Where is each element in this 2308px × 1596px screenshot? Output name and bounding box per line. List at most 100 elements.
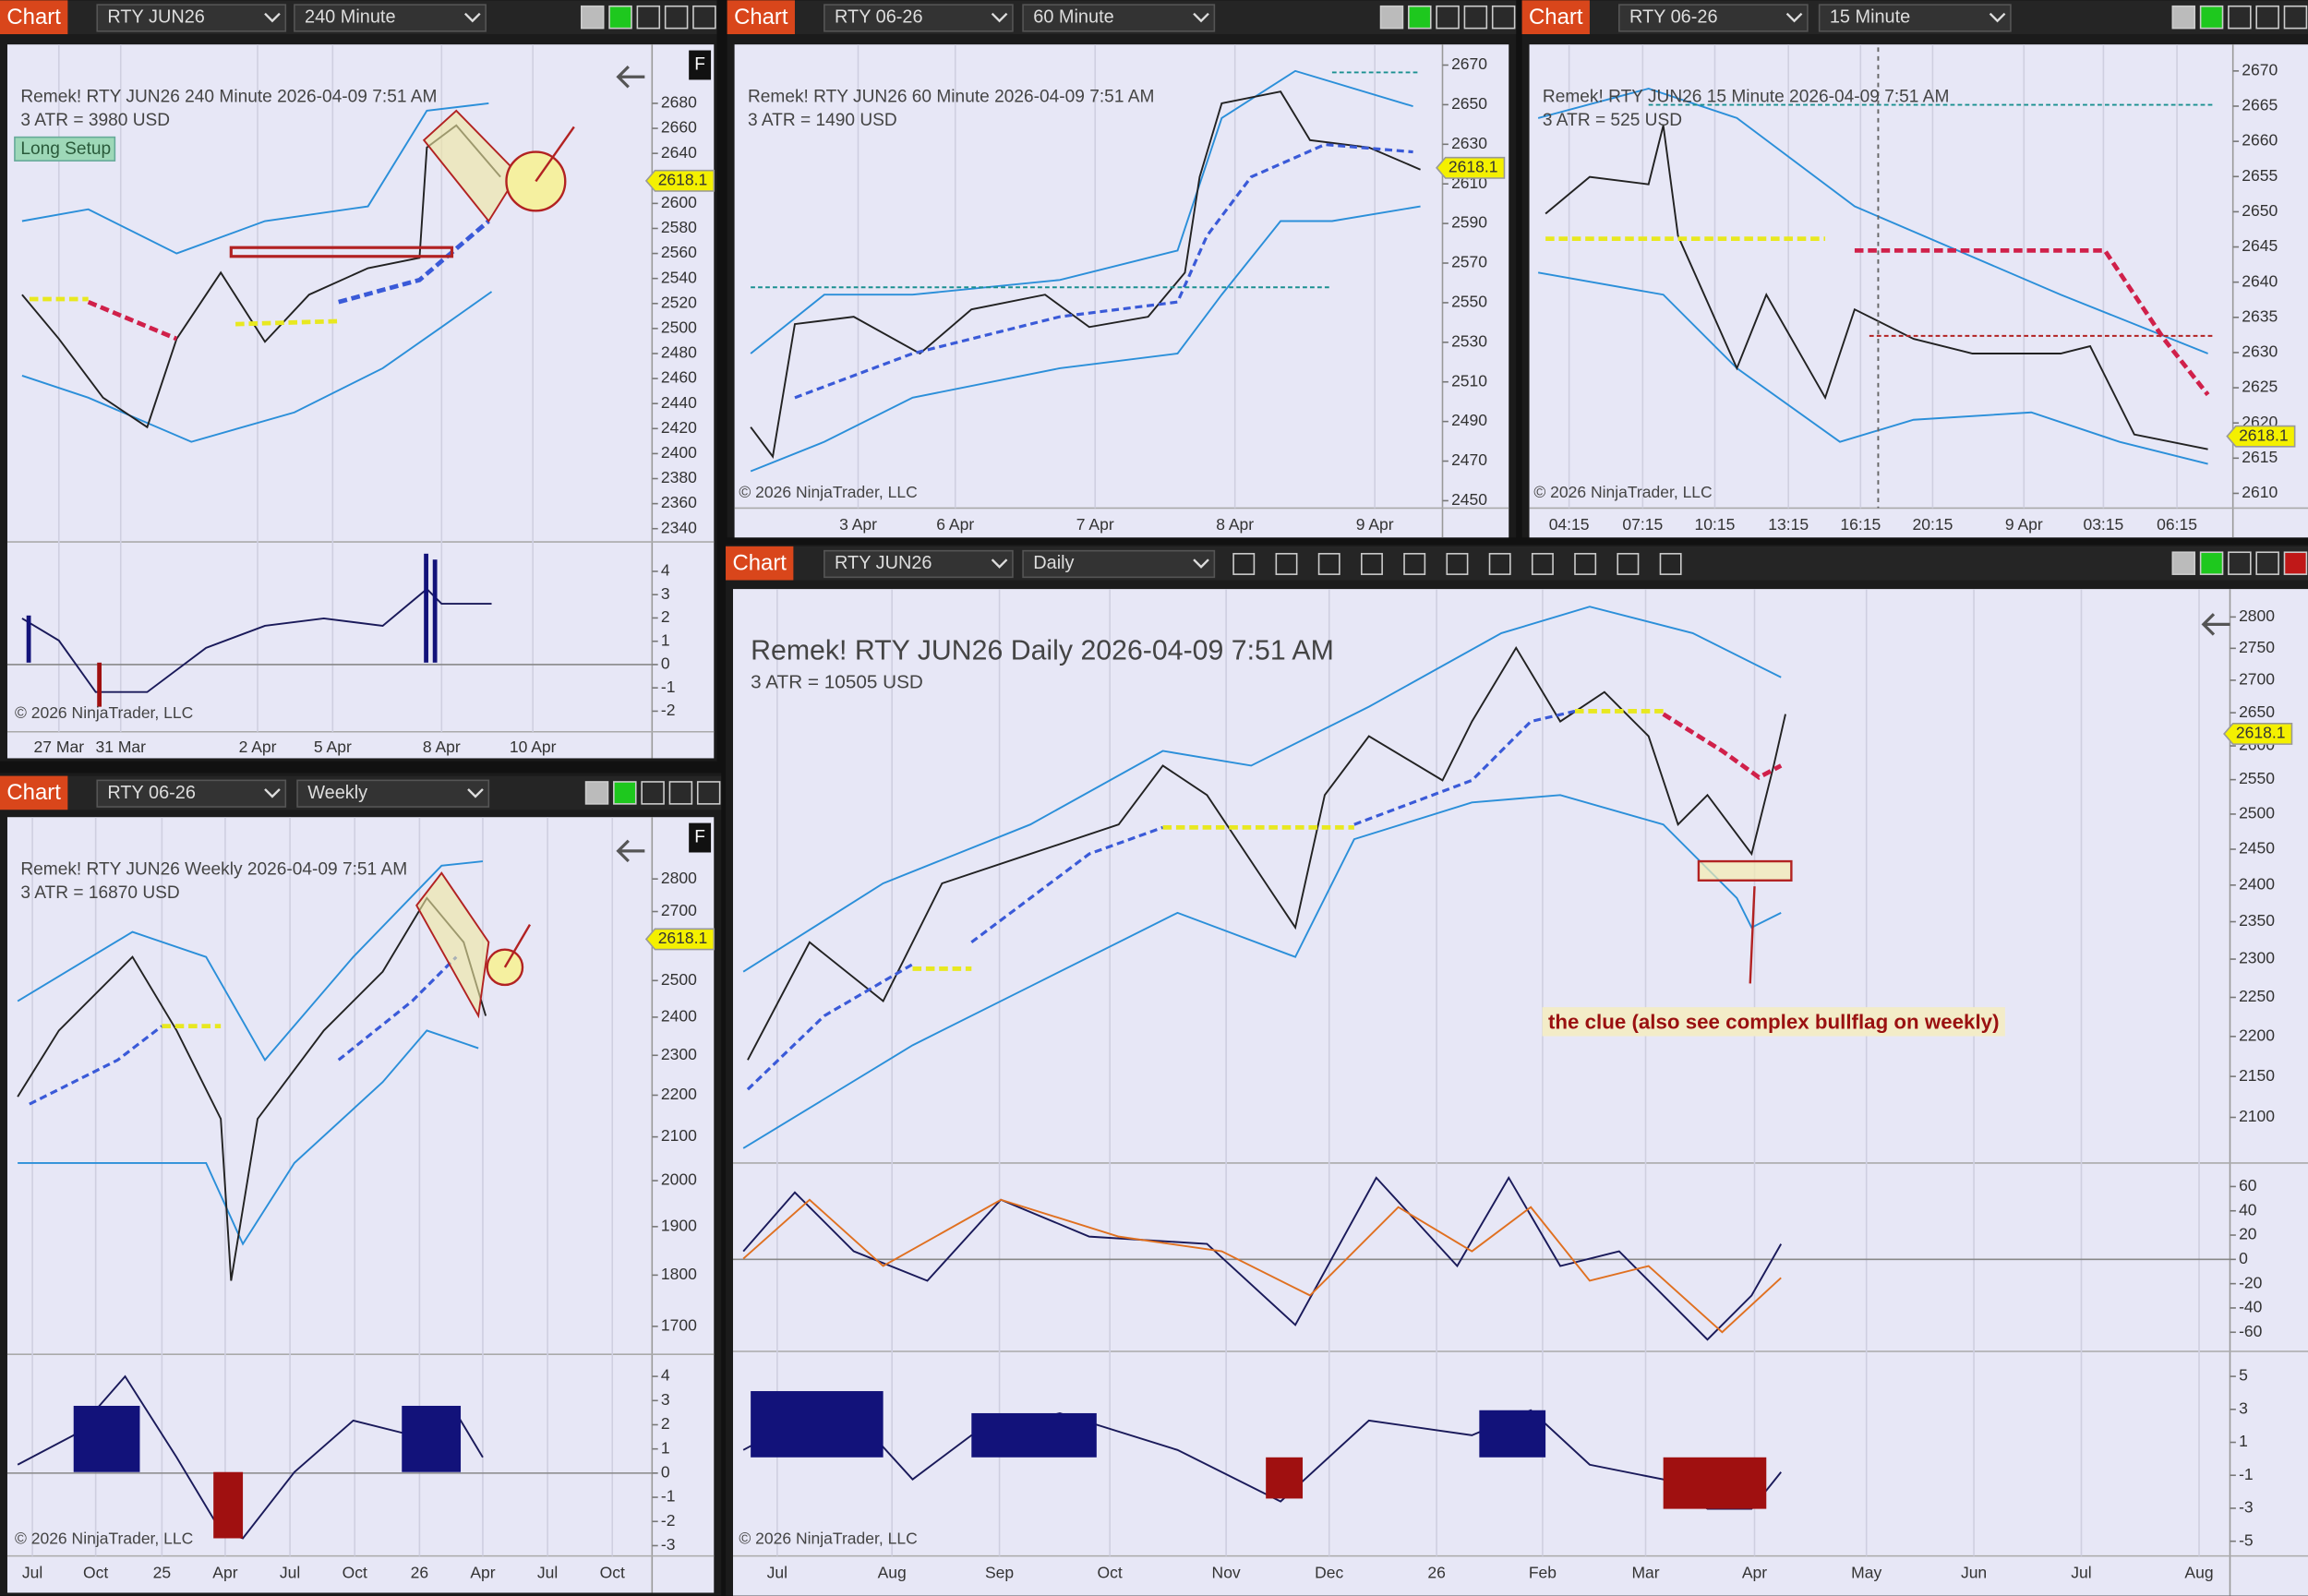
chart-tab[interactable]: [0, 0, 68, 35]
interval-dropdown[interactable]: [296, 779, 490, 808]
y-tick-label: 2630: [2242, 342, 2278, 361]
window-button[interactable]: [608, 5, 632, 30]
x-tick-label: Oct: [83, 1563, 108, 1581]
price-path: [1545, 125, 2208, 450]
chart-tab[interactable]: [1521, 0, 1590, 35]
toolbar-icon[interactable]: [1574, 553, 1597, 575]
chart-tab[interactable]: [0, 775, 68, 810]
y-tick-label: 2360: [661, 493, 697, 511]
interval-label: Weekly: [307, 783, 367, 803]
instrument-dropdown[interactable]: [823, 549, 1014, 579]
toolbar-icon[interactable]: [1361, 553, 1383, 575]
window-button[interactable]: [2283, 551, 2308, 575]
annotation-bg: [1542, 1007, 2005, 1037]
toolbar-icon[interactable]: [1446, 553, 1469, 575]
lower-band: [18, 1029, 479, 1246]
x-tick-label: Apr: [1742, 1563, 1767, 1581]
y-tick-label: 2340: [661, 518, 697, 536]
x-tick-label: Feb: [1529, 1563, 1557, 1581]
y-tick-label: 2700: [661, 901, 697, 919]
toolbar-icon[interactable]: [1488, 553, 1511, 575]
window-button[interactable]: [1408, 5, 1432, 30]
window-button[interactable]: [664, 5, 689, 30]
window-button[interactable]: [1463, 5, 1488, 30]
x-tick-label: Mar: [1631, 1563, 1659, 1581]
y-tick-label: 2645: [2242, 236, 2278, 255]
window-button[interactable]: [2283, 5, 2308, 30]
osc-bar: [97, 662, 102, 707]
toolbar-icon[interactable]: [1275, 553, 1298, 575]
window-button[interactable]: [2228, 5, 2252, 30]
y-tick-label: 2600: [661, 193, 697, 211]
dropdown-arrow: [264, 788, 281, 798]
lower-band: [742, 794, 1782, 1149]
toolbar-icon[interactable]: [1617, 553, 1640, 575]
y-tick-label: 2500: [661, 318, 697, 337]
atr-label: 3 ATR = 10505 USD: [751, 672, 923, 693]
x-tick-label: May: [1851, 1563, 1881, 1581]
window-button[interactable]: [2228, 551, 2252, 575]
window-button[interactable]: [641, 781, 665, 805]
osc-tick-label: -1: [2239, 1465, 2254, 1483]
y-tick-label: 2640: [661, 143, 697, 162]
y-tick-label: 2610: [2242, 483, 2278, 501]
upper-band: [750, 69, 1413, 354]
toolbar-icon[interactable]: [1659, 553, 1682, 575]
labels: Chart RTY JUN26 240 Minute Remek! RTY JUN26…: [6, 5, 2296, 1581]
window-button[interactable]: [1436, 5, 1460, 30]
chart-tab-label: Chart: [734, 5, 788, 30]
window-button[interactable]: [2255, 5, 2279, 30]
x-tick-label: 27 Mar: [34, 738, 85, 756]
y-tick-label: 2350: [2239, 911, 2275, 930]
x-tick-label: 13:15: [1768, 515, 1809, 534]
x-tick-label: 9 Apr: [1356, 515, 1394, 534]
chart-tab[interactable]: [726, 546, 794, 581]
y-tick-label: 2635: [2242, 306, 2278, 325]
y-tick-label: 1900: [661, 1216, 697, 1234]
y-tick-label: 2520: [661, 293, 697, 311]
window-button[interactable]: [1491, 5, 1516, 30]
instrument-dropdown[interactable]: [823, 4, 1014, 32]
instrument-dropdown[interactable]: [96, 4, 287, 32]
toolbar-icon[interactable]: [1317, 553, 1340, 575]
window-button[interactable]: [2199, 5, 2224, 30]
toolbar-icon[interactable]: [1403, 553, 1426, 575]
y-tick-label: 2540: [661, 268, 697, 286]
price-marker: [2223, 723, 2293, 745]
window-button[interactable]: [668, 781, 693, 805]
y-tick-label: 2420: [661, 418, 697, 437]
window-button[interactable]: [613, 781, 637, 805]
interval-dropdown[interactable]: [1022, 549, 1216, 579]
chart-tab[interactable]: [727, 0, 795, 35]
window-button[interactable]: [692, 5, 716, 30]
window-button[interactable]: [584, 781, 609, 805]
window-button[interactable]: [2171, 5, 2196, 30]
interval-label: 60 Minute: [1033, 7, 1113, 28]
chart-header: Remek! RTY JUN26 Weekly 2026-04-09 7:51 …: [20, 860, 407, 880]
y-tick-label: 2250: [2239, 987, 2275, 1005]
instrument-dropdown[interactable]: [96, 779, 287, 808]
interval-dropdown[interactable]: [294, 4, 487, 32]
copyright: © 2026 NinjaTrader, LLC: [15, 703, 193, 722]
osc-tick-label: -3: [2239, 1498, 2254, 1517]
window-button[interactable]: [1379, 5, 1404, 30]
instrument-dropdown[interactable]: [1618, 4, 1809, 32]
osc-bar: [424, 553, 428, 663]
window-button[interactable]: [636, 5, 661, 30]
y-tick-label: 2530: [1451, 331, 1487, 350]
back-arrow[interactable]: [616, 65, 645, 89]
window-button[interactable]: [696, 781, 721, 805]
window-button[interactable]: [2199, 551, 2224, 575]
back-arrow[interactable]: [616, 839, 645, 863]
y-tick-label: 2380: [661, 468, 697, 486]
toolbar-icon[interactable]: [1232, 553, 1256, 575]
price-marker: [2226, 425, 2296, 448]
interval-dropdown[interactable]: [1818, 4, 2012, 32]
toolbar-icon[interactable]: [1531, 553, 1554, 575]
window-button[interactable]: [580, 5, 605, 30]
window-button[interactable]: [2255, 551, 2279, 575]
window-button[interactable]: [2171, 551, 2196, 575]
interval-dropdown[interactable]: [1022, 4, 1216, 32]
back-arrow[interactable]: [2201, 613, 2230, 636]
y-tick-label: 2400: [2239, 874, 2275, 893]
